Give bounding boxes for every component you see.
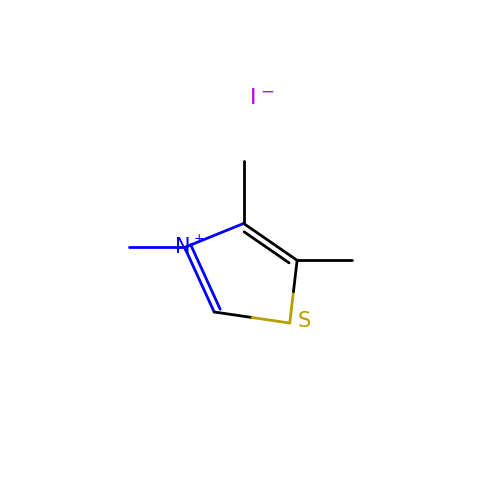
Text: +: + — [194, 232, 204, 245]
Text: S: S — [297, 311, 310, 331]
Text: N: N — [175, 238, 191, 257]
Text: I: I — [250, 88, 256, 108]
Text: −: − — [260, 82, 274, 101]
